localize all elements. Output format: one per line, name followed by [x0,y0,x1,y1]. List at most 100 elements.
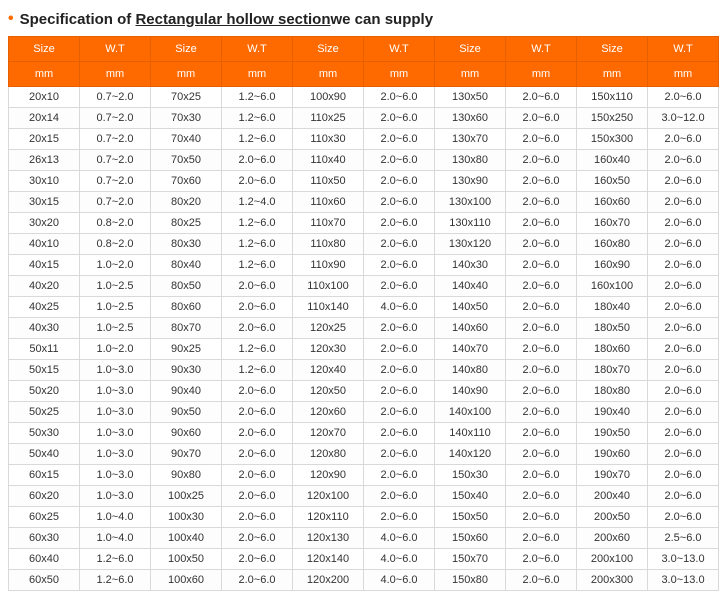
header-row: mmmmmmmmmmmmmmmmmmmm [9,62,719,87]
table-cell: 0.7~2.0 [80,87,151,108]
table-cell: 2.0~6.0 [364,87,435,108]
table-cell: 90x25 [151,339,222,360]
table-cell: 150x300 [577,129,648,150]
table-cell: 2.0~6.0 [506,255,577,276]
table-cell: 150x50 [435,507,506,528]
table-cell: 200x60 [577,528,648,549]
table-cell: 2.0~6.0 [648,213,719,234]
table-cell: 2.0~6.0 [506,465,577,486]
table-cell: 2.0~6.0 [364,360,435,381]
table-cell: 120x40 [293,360,364,381]
table-row: 50x301.0~3.090x602.0~6.0120x702.0~6.0140… [9,423,719,444]
table-row: 30x200.8~2.080x251.2~6.0110x702.0~6.0130… [9,213,719,234]
table-cell: 1.0~3.0 [80,465,151,486]
table-cell: 2.0~6.0 [364,150,435,171]
table-cell: 110x100 [293,276,364,297]
table-cell: 2.0~6.0 [506,108,577,129]
table-cell: 1.2~6.0 [222,87,293,108]
table-cell: 110x70 [293,213,364,234]
table-cell: 100x40 [151,528,222,549]
table-cell: 100x30 [151,507,222,528]
table-cell: 50x25 [9,402,80,423]
table-cell: 40x25 [9,297,80,318]
table-cell: 2.0~6.0 [506,381,577,402]
table-cell: 100x50 [151,549,222,570]
table-body: 20x100.7~2.070x251.2~6.0100x902.0~6.0130… [9,87,719,591]
table-row: 40x151.0~2.080x401.2~6.0110x902.0~6.0140… [9,255,719,276]
table-cell: 2.0~6.0 [648,318,719,339]
table-cell: 90x40 [151,381,222,402]
table-cell: 2.0~6.0 [222,297,293,318]
table-cell: 140x30 [435,255,506,276]
table-cell: 2.0~6.0 [222,402,293,423]
header-cell: Size [435,37,506,62]
table-cell: 30x10 [9,171,80,192]
header-cell: mm [364,62,435,87]
table-cell: 30x15 [9,192,80,213]
table-cell: 150x80 [435,570,506,591]
table-cell: 2.0~6.0 [222,381,293,402]
table-cell: 2.0~6.0 [506,171,577,192]
table-cell: 60x40 [9,549,80,570]
table-cell: 160x50 [577,171,648,192]
table-cell: 1.2~6.0 [222,213,293,234]
table-cell: 190x50 [577,423,648,444]
table-cell: 2.0~6.0 [222,528,293,549]
table-row: 40x301.0~2.580x702.0~6.0120x252.0~6.0140… [9,318,719,339]
table-cell: 140x60 [435,318,506,339]
table-cell: 2.0~6.0 [364,213,435,234]
table-cell: 130x100 [435,192,506,213]
table-row: 60x401.2~6.0100x502.0~6.0120x1404.0~6.01… [9,549,719,570]
table-cell: 120x130 [293,528,364,549]
table-cell: 150x250 [577,108,648,129]
table-cell: 2.0~6.0 [222,549,293,570]
header-cell: Size [577,37,648,62]
table-cell: 2.0~6.0 [222,507,293,528]
table-cell: 2.0~6.0 [364,108,435,129]
table-cell: 80x20 [151,192,222,213]
table-cell: 3.0~12.0 [648,108,719,129]
table-cell: 90x80 [151,465,222,486]
table-cell: 2.0~6.0 [364,129,435,150]
table-cell: 2.0~6.0 [648,234,719,255]
table-cell: 1.2~6.0 [222,108,293,129]
table-cell: 1.2~6.0 [222,129,293,150]
table-cell: 2.0~6.0 [222,423,293,444]
table-cell: 180x80 [577,381,648,402]
header-cell: W.T [364,37,435,62]
table-cell: 140x70 [435,339,506,360]
table-cell: 2.0~6.0 [506,129,577,150]
table-row: 50x201.0~3.090x402.0~6.0120x502.0~6.0140… [9,381,719,402]
table-cell: 2.0~6.0 [648,507,719,528]
table-cell: 80x25 [151,213,222,234]
bullet-icon: • [8,10,14,28]
header-cell: W.T [222,37,293,62]
header-cell: mm [293,62,364,87]
table-cell: 120x70 [293,423,364,444]
table-cell: 150x70 [435,549,506,570]
table-cell: 2.0~6.0 [364,507,435,528]
table-cell: 110x80 [293,234,364,255]
table-row: 30x100.7~2.070x602.0~6.0110x502.0~6.0130… [9,171,719,192]
table-cell: 3.0~13.0 [648,570,719,591]
table-cell: 150x110 [577,87,648,108]
table-cell: 60x25 [9,507,80,528]
header-cell: mm [648,62,719,87]
table-cell: 2.0~6.0 [506,339,577,360]
table-cell: 4.0~6.0 [364,570,435,591]
table-cell: 2.0~6.0 [506,549,577,570]
table-cell: 140x90 [435,381,506,402]
table-cell: 2.0~6.0 [364,423,435,444]
title-prefix: Specification of [20,11,136,28]
table-cell: 2.0~6.0 [506,150,577,171]
table-cell: 2.0~6.0 [222,570,293,591]
table-cell: 2.0~6.0 [506,318,577,339]
table-cell: 190x40 [577,402,648,423]
table-cell: 2.0~6.0 [364,255,435,276]
table-cell: 2.0~6.0 [506,423,577,444]
table-cell: 1.0~2.5 [80,276,151,297]
table-cell: 50x20 [9,381,80,402]
table-cell: 110x30 [293,129,364,150]
table-cell: 1.2~6.0 [222,360,293,381]
table-cell: 160x80 [577,234,648,255]
